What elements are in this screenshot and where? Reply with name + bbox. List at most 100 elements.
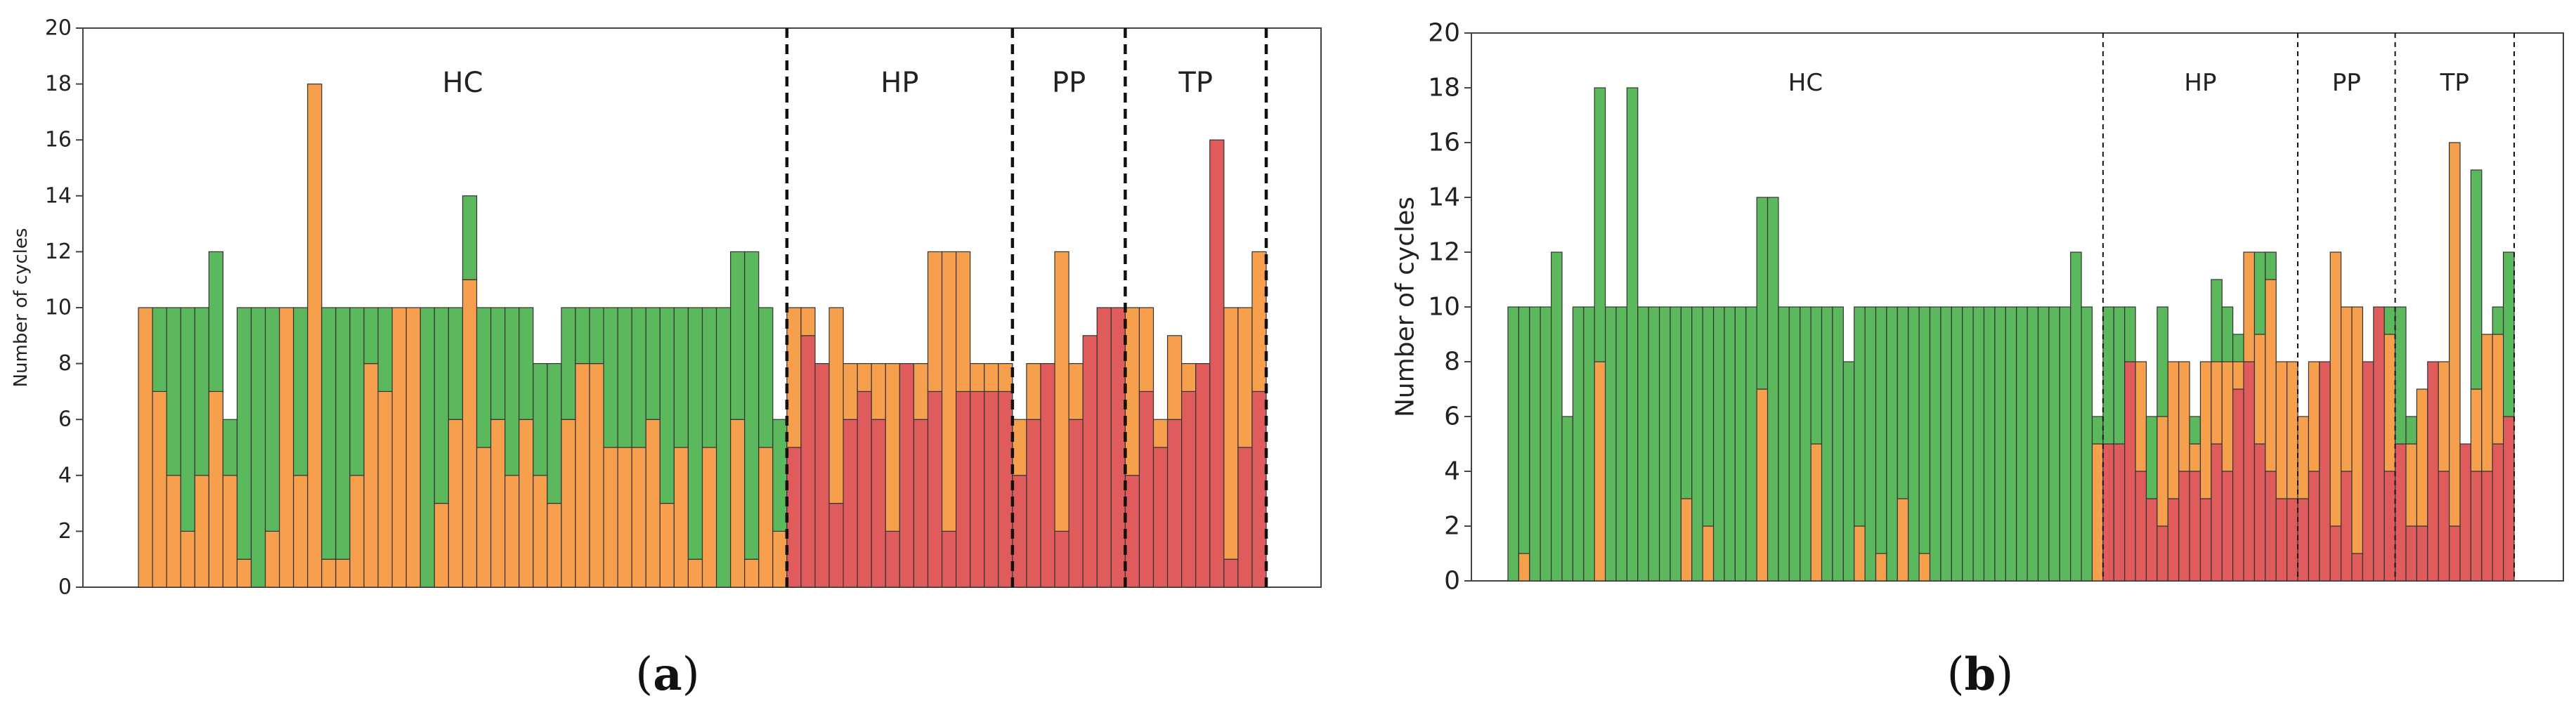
- y-tick-label: 0: [1444, 567, 1460, 596]
- bar-segment: [899, 362, 915, 588]
- bar-segment: [391, 307, 407, 588]
- bar-segment: [1854, 306, 1866, 527]
- bar-segment: [363, 362, 379, 588]
- bar-segment: [1561, 416, 1573, 582]
- bar-segment: [547, 362, 562, 504]
- bar-segment: [2341, 471, 2353, 582]
- bar-segment: [701, 447, 717, 588]
- bar-segment: [152, 391, 167, 588]
- bar-segment: [2416, 388, 2428, 527]
- bar-segment: [2383, 334, 2396, 472]
- bar-segment: [2329, 251, 2342, 527]
- bar-segment: [941, 251, 957, 532]
- y-tick-label: 20: [1428, 19, 1460, 48]
- bar-segment: [673, 307, 689, 448]
- bar-segment: [1810, 306, 1823, 445]
- bar-segment: [2470, 169, 2483, 390]
- bar-segment: [2157, 416, 2168, 527]
- bar-segment: [687, 307, 703, 560]
- bar-segment: [2329, 525, 2342, 582]
- bar-segment: [2113, 443, 2126, 582]
- bar-segment: [1724, 306, 1736, 582]
- bar-segment: [2416, 525, 2428, 582]
- bar-segment: [1012, 419, 1027, 476]
- bar-segment: [659, 502, 675, 588]
- bar-segment: [687, 558, 703, 588]
- bar-segment: [2383, 306, 2396, 335]
- bar-segment: [264, 307, 280, 532]
- bar-segment: [1767, 197, 1779, 582]
- bar-segment: [1929, 306, 1941, 582]
- bar-segment: [2091, 443, 2104, 582]
- bar-segment: [800, 307, 816, 336]
- bar-segment: [1181, 362, 1197, 392]
- y-tick-label: 8: [1444, 348, 1460, 376]
- bar-segment: [2265, 279, 2277, 472]
- bar-segment: [490, 419, 506, 588]
- bar-segment: [1972, 306, 1985, 582]
- bar-segment: [377, 307, 393, 393]
- bar-segment: [2189, 471, 2201, 582]
- bar-segment: [2135, 471, 2147, 582]
- bar-segment: [828, 307, 844, 504]
- bar-segment: [2232, 334, 2244, 362]
- bar-segment: [166, 475, 181, 588]
- bar-segment: [2275, 361, 2288, 499]
- bar-segment: [1594, 361, 1606, 582]
- bar-segment: [236, 307, 252, 560]
- bar-segment: [1166, 419, 1183, 588]
- bar-segment: [1637, 306, 1649, 582]
- bar-segment: [744, 251, 760, 560]
- bar-segment: [561, 307, 576, 420]
- y-axis-label: Number of cycles: [11, 228, 32, 388]
- bar-segment: [645, 307, 661, 420]
- bar-segment: [2383, 471, 2396, 582]
- bar-segment: [180, 530, 195, 588]
- bar-segment: [1951, 306, 1963, 582]
- bar-segment: [2405, 525, 2418, 582]
- bar-segment: [956, 251, 971, 392]
- bar-segment: [589, 307, 604, 365]
- bar-segment: [2351, 553, 2364, 582]
- bar-segment: [349, 475, 365, 588]
- bar-segment: [293, 475, 308, 588]
- bar-segment: [2157, 525, 2168, 582]
- bar-segment: [335, 307, 351, 560]
- bar-segment: [2427, 361, 2439, 582]
- bar-segment: [264, 530, 280, 588]
- bar-segment: [2059, 306, 2071, 582]
- bar-segment: [2102, 443, 2114, 582]
- bar-segment: [1540, 306, 1552, 582]
- bar-segment: [1152, 447, 1169, 588]
- bar-segment: [1918, 306, 1931, 554]
- bar-segment: [1124, 307, 1140, 476]
- bar-segment: [603, 307, 618, 448]
- y-tick-label: 2: [58, 519, 72, 544]
- bar-segment: [2113, 306, 2126, 445]
- bar-segment: [2005, 306, 2017, 582]
- bar-segment: [1658, 306, 1671, 582]
- bar-segment: [2459, 443, 2472, 582]
- bar-segment: [1054, 530, 1069, 588]
- bar-segment: [2470, 471, 2483, 582]
- bar-segment: [1110, 307, 1126, 588]
- bar-segment: [222, 475, 238, 588]
- bar-segment: [2492, 306, 2504, 335]
- bar-segment: [2243, 361, 2256, 582]
- group-label-hc: HC: [1788, 69, 1823, 97]
- bar-segment: [2221, 471, 2234, 582]
- bar-segment: [1712, 306, 1725, 582]
- bar-segment: [1734, 306, 1747, 582]
- bar-segment: [1875, 553, 1887, 582]
- bar-segment: [1832, 306, 1844, 582]
- bar-segment: [419, 307, 435, 588]
- bar-segment: [645, 419, 661, 588]
- bar-segment: [138, 307, 153, 588]
- bar-segment: [1181, 391, 1197, 588]
- bar-segment: [2145, 498, 2158, 582]
- bar-segment: [1940, 306, 1952, 582]
- bar-segment: [631, 307, 646, 448]
- panel-caption-a: (a): [635, 648, 699, 701]
- bar-segment: [2503, 251, 2515, 417]
- bar-segment: [941, 530, 957, 588]
